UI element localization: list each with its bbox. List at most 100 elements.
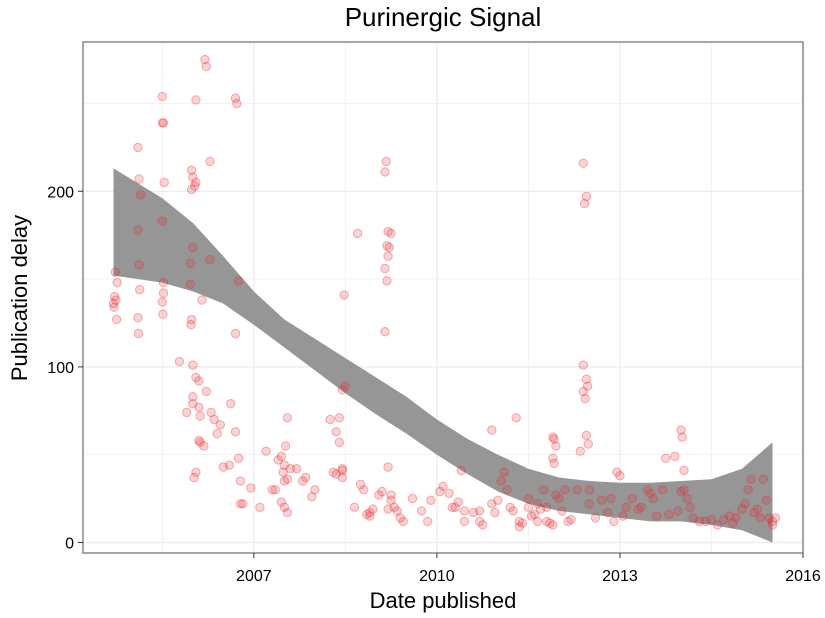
data-point <box>578 158 588 168</box>
data-point <box>551 490 561 500</box>
data-point <box>423 516 433 527</box>
data-point <box>609 516 619 527</box>
data-point <box>209 414 219 425</box>
data-point <box>490 507 500 518</box>
data-point <box>133 142 143 153</box>
data-point <box>383 462 393 472</box>
x-axis-ticks: 2007 2010 2013 2016 <box>236 553 821 585</box>
data-point <box>712 520 723 530</box>
data-point <box>752 504 762 514</box>
data-point <box>658 485 668 495</box>
data-point <box>384 242 394 253</box>
data-point <box>584 499 595 509</box>
data-point <box>767 520 778 530</box>
data-point <box>740 499 750 509</box>
data-point <box>386 495 396 505</box>
data-point <box>112 277 122 288</box>
y-tick-label: 100 <box>47 360 74 377</box>
data-point <box>355 479 366 490</box>
data-point <box>380 167 390 177</box>
data-point <box>603 507 613 518</box>
data-point <box>694 516 704 527</box>
data-point <box>186 320 196 330</box>
data-point <box>636 502 646 512</box>
data-point <box>673 506 683 516</box>
data-point <box>159 177 169 188</box>
data-point <box>182 407 192 418</box>
data-point <box>186 184 197 195</box>
data-point <box>539 485 549 495</box>
x-tick-label: 2010 <box>419 568 455 585</box>
data-point <box>368 504 378 514</box>
data-point <box>110 291 120 302</box>
data-point <box>582 381 593 391</box>
data-point <box>386 490 396 500</box>
data-point <box>133 313 143 323</box>
data-point <box>581 430 592 440</box>
data-point <box>416 506 427 516</box>
data-point <box>679 465 689 476</box>
data-point <box>386 228 396 239</box>
data-point <box>474 516 485 527</box>
data-point <box>157 216 168 226</box>
data-point <box>246 483 256 493</box>
data-point <box>579 198 590 209</box>
data-point <box>651 511 662 521</box>
data-point <box>578 386 588 397</box>
data-point <box>502 485 512 495</box>
data-point <box>157 91 168 102</box>
y-axis-ticks: 0 100 200 <box>47 184 83 552</box>
data-point <box>191 372 201 383</box>
data-point <box>542 502 552 512</box>
data-point <box>157 118 168 128</box>
data-point <box>186 165 197 175</box>
y-tick-label: 200 <box>47 184 74 201</box>
data-point <box>676 425 686 435</box>
data-point <box>661 453 671 463</box>
data-point <box>191 177 201 188</box>
data-point <box>535 504 546 514</box>
data-point <box>135 190 146 200</box>
data-point <box>453 497 463 507</box>
data-point <box>189 472 199 483</box>
data-point <box>337 472 347 483</box>
data-point <box>523 493 534 504</box>
data-point <box>548 432 558 442</box>
data-point <box>761 495 772 505</box>
data-point <box>110 267 121 277</box>
data-point <box>199 441 209 451</box>
data-point <box>731 513 741 523</box>
x-tick-label: 2007 <box>236 568 272 585</box>
data-point <box>621 502 631 512</box>
data-point <box>633 504 643 514</box>
data-point <box>545 518 555 528</box>
data-point <box>197 295 207 305</box>
data-point <box>583 439 593 449</box>
data-point <box>206 407 216 418</box>
data-point <box>188 172 198 182</box>
data-point <box>737 504 747 514</box>
data-point <box>194 402 204 412</box>
data-point <box>158 288 169 298</box>
data-point <box>682 493 692 504</box>
data-point <box>575 446 585 456</box>
data-point <box>238 499 248 509</box>
data-point <box>767 516 778 527</box>
data-point <box>508 506 518 516</box>
data-point <box>615 471 625 481</box>
data-point <box>581 374 592 384</box>
data-point <box>337 385 347 395</box>
data-point <box>365 511 375 521</box>
data-point <box>108 298 119 309</box>
y-axis-label: Publication delay <box>7 215 32 381</box>
confidence-band <box>113 168 773 543</box>
data-point <box>174 356 185 367</box>
data-point <box>365 507 375 518</box>
data-point <box>337 464 347 474</box>
data-point <box>474 506 485 516</box>
data-point <box>548 520 558 530</box>
data-point <box>478 520 488 530</box>
data-point <box>185 279 196 289</box>
data-point <box>549 434 559 444</box>
